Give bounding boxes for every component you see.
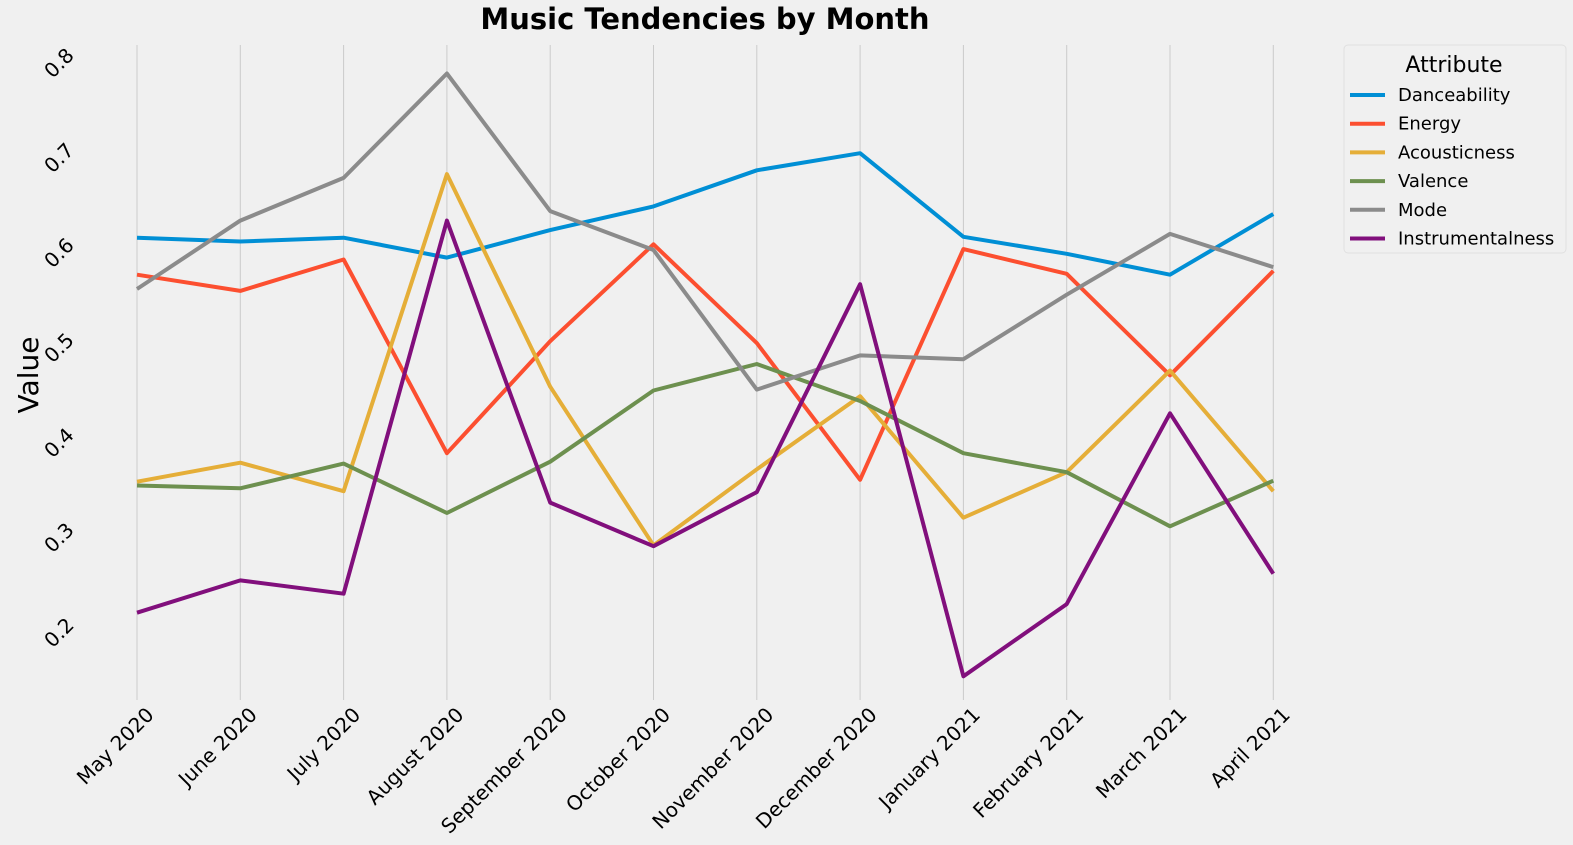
x-tick-label: May 2020 [72, 703, 159, 790]
legend-title: Attribute [1405, 53, 1502, 78]
x-tick-label: July 2020 [281, 703, 365, 787]
x-tick-label: March 2021 [1091, 703, 1192, 804]
series-line-valence [136, 362, 1275, 529]
chart-title: Music Tendencies by Month [480, 2, 929, 36]
y-tick-label: 0.8 [39, 43, 78, 82]
x-tick-label: February 2021 [968, 703, 1088, 823]
x-tick-label: August 2020 [361, 703, 468, 810]
series-line-danceability [136, 151, 1275, 277]
x-tick-label: June 2020 [172, 703, 262, 793]
y-axis-ticks: 0.2 0.3 0.4 0.5 0.6 0.7 0.8 [39, 43, 78, 652]
legend-label-energy: Energy [1398, 114, 1461, 135]
y-axis-label: Value [12, 337, 45, 414]
legend-label-valence: Valence [1398, 171, 1468, 192]
legend: Attribute Danceability Energy Acousticness… [1343, 44, 1567, 254]
series-line-energy [136, 242, 1275, 482]
y-tick-label: 0.5 [39, 328, 78, 367]
y-tick-label: 0.7 [39, 138, 78, 177]
legend-label-acousticness: Acousticness [1398, 142, 1515, 163]
x-tick-label: October 2020 [561, 703, 675, 817]
y-tick-label: 0.2 [39, 613, 78, 652]
x-tick-label: April 2021 [1205, 703, 1295, 793]
gridlines [136, 45, 1274, 700]
series-line-mode [135, 71, 1274, 392]
series-line-acousticness [136, 172, 1275, 548]
series-line-instrumentalness [136, 218, 1275, 679]
legend-frame [1343, 44, 1567, 254]
y-tick-label: 0.6 [39, 233, 78, 272]
y-tick-label: 0.4 [39, 423, 78, 462]
y-tick-label: 0.3 [39, 518, 78, 557]
series-lines [135, 71, 1275, 679]
legend-label-instrumentalness: Instrumentalness [1398, 229, 1554, 250]
legend-label-mode: Mode [1398, 200, 1447, 221]
x-tick-label: January 2021 [872, 703, 984, 815]
legend-label-danceability: Danceability [1398, 85, 1511, 106]
